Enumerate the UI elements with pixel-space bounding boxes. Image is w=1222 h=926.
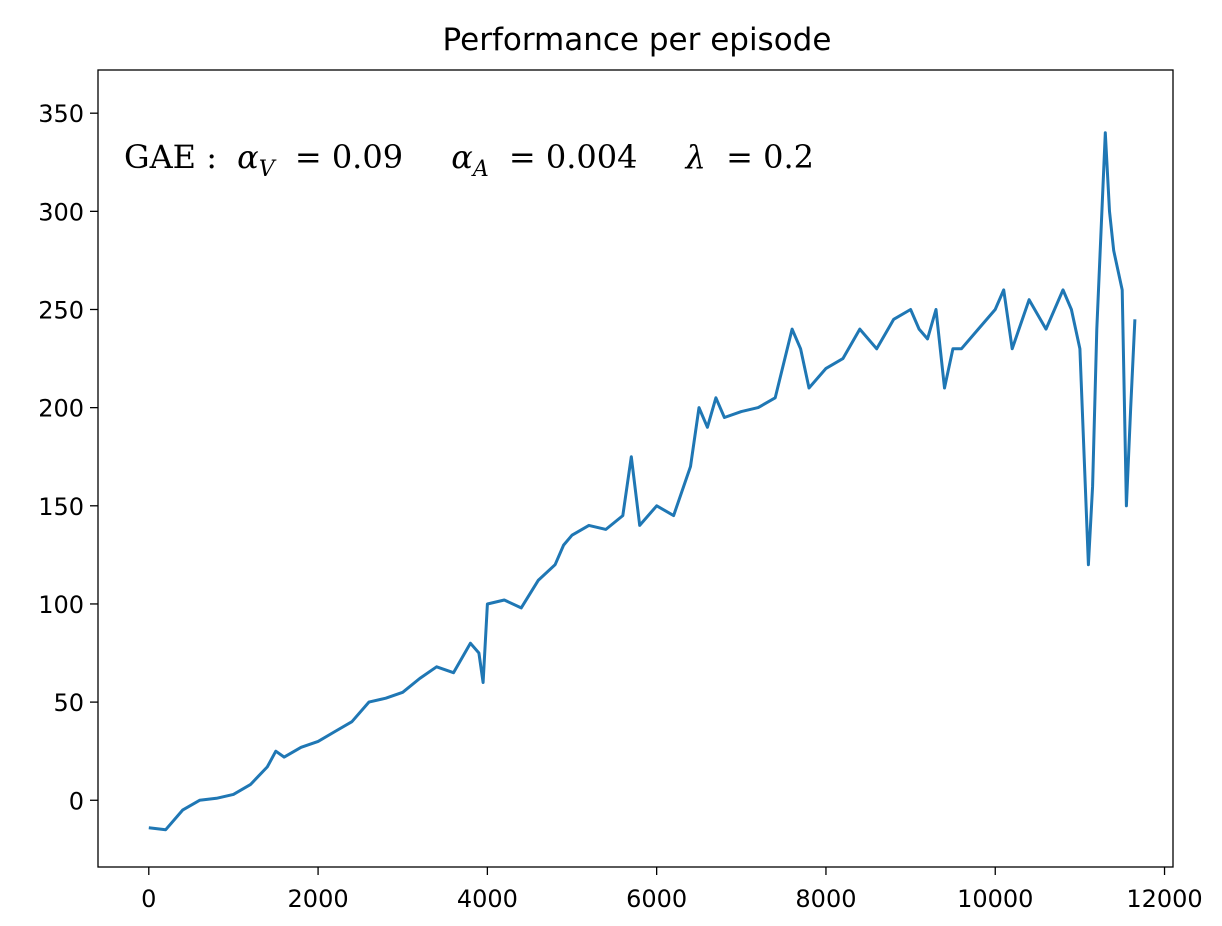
y-axis: 0 50 100 150 200 250 300 350 xyxy=(38,100,98,815)
alpha-v-subscript: V xyxy=(259,157,277,182)
plot-area xyxy=(97,69,1174,868)
x-tick-label: 6000 xyxy=(626,885,687,913)
chart-title: Performance per episode xyxy=(443,22,832,58)
y-tick-label: 300 xyxy=(38,198,84,226)
x-axis: 0 2000 4000 6000 8000 10000 12000 xyxy=(141,867,1203,913)
y-tick-label: 150 xyxy=(38,493,84,521)
x-tick-label: 4000 xyxy=(457,885,518,913)
alpha-v-symbol: α xyxy=(237,138,259,176)
series-line-0 xyxy=(148,131,1137,832)
x-tick-label: 12000 xyxy=(1126,885,1202,913)
y-tick-label: 0 xyxy=(69,787,84,815)
x-tick-label: 10000 xyxy=(957,885,1033,913)
alpha-v-value: = 0.09 xyxy=(295,138,403,176)
series-layer xyxy=(148,131,1137,832)
lambda-symbol: λ xyxy=(684,138,706,176)
y-tick-label: 50 xyxy=(53,689,84,717)
x-tick-label: 2000 xyxy=(288,885,349,913)
x-tick-label: 0 xyxy=(141,885,156,913)
lambda-value: = 0.2 xyxy=(726,138,814,176)
x-tick-label: 8000 xyxy=(795,885,856,913)
y-tick-label: 250 xyxy=(38,296,84,324)
alpha-a-value: = 0.004 xyxy=(509,138,638,176)
axes-frame xyxy=(97,69,1174,868)
y-tick-label: 100 xyxy=(38,591,84,619)
alpha-a-symbol: α xyxy=(451,138,473,176)
y-tick-label: 200 xyxy=(38,395,84,423)
annotation-prefix: GAE : xyxy=(124,138,217,176)
y-tick-label: 350 xyxy=(38,100,84,128)
alpha-a-subscript: A xyxy=(471,157,489,182)
gae-annotation: GAE : αV = 0.09 αA = 0.004 λ = 0.2 xyxy=(124,138,814,184)
